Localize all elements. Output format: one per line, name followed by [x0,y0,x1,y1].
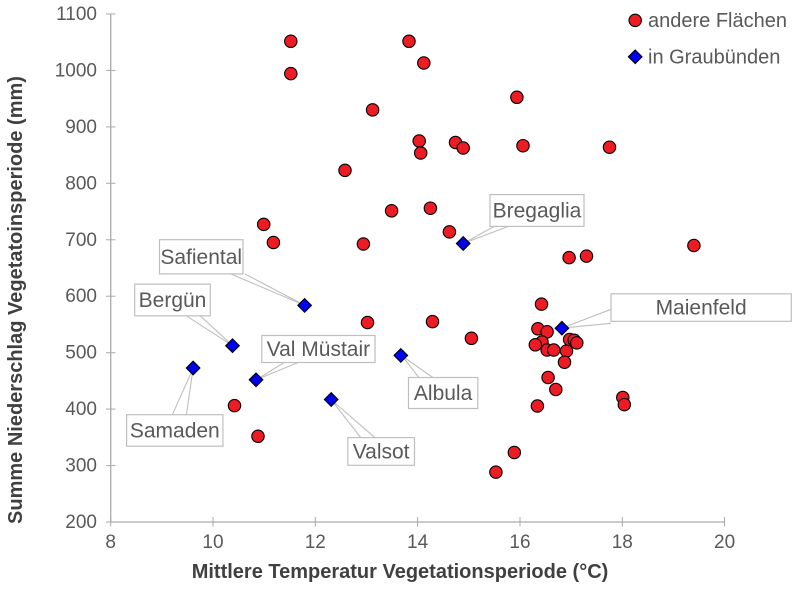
svg-text:Bregaglia: Bregaglia [493,200,582,223]
svg-text:Albula: Albula [414,382,473,405]
svg-text:600: 600 [65,286,97,307]
svg-text:18: 18 [612,532,633,553]
svg-text:in Graubünden: in Graubünden [648,47,780,69]
svg-text:1000: 1000 [55,60,97,81]
svg-text:400: 400 [65,399,97,420]
svg-text:800: 800 [65,173,97,194]
svg-text:1100: 1100 [56,4,97,25]
svg-text:20: 20 [714,532,735,553]
svg-text:14: 14 [407,532,429,553]
svg-text:Samaden: Samaden [130,419,220,442]
svg-text:200: 200 [65,512,97,533]
svg-text:8: 8 [105,532,116,553]
svg-text:16: 16 [509,532,530,553]
svg-text:12: 12 [305,532,326,553]
svg-text:900: 900 [65,117,97,138]
svg-text:Summe Niederschlag Vegetatoins: Summe Niederschlag Vegetatoinsperiode (m… [5,76,27,524]
svg-text:Maienfeld: Maienfeld [656,297,747,320]
svg-text:Valsot: Valsot [353,441,410,464]
svg-text:300: 300 [65,456,97,477]
svg-text:10: 10 [202,532,223,553]
svg-text:Val Müstair: Val Müstair [267,338,370,361]
svg-text:Mittlere Temperatur Vegetation: Mittlere Temperatur Vegetationsperiode (… [192,561,609,583]
svg-text:andere Flächen: andere Flächen [648,10,787,32]
svg-text:700: 700 [65,230,97,251]
svg-text:500: 500 [65,343,97,364]
svg-text:Bergün: Bergün [139,289,207,312]
svg-text:Safiental: Safiental [160,246,242,269]
